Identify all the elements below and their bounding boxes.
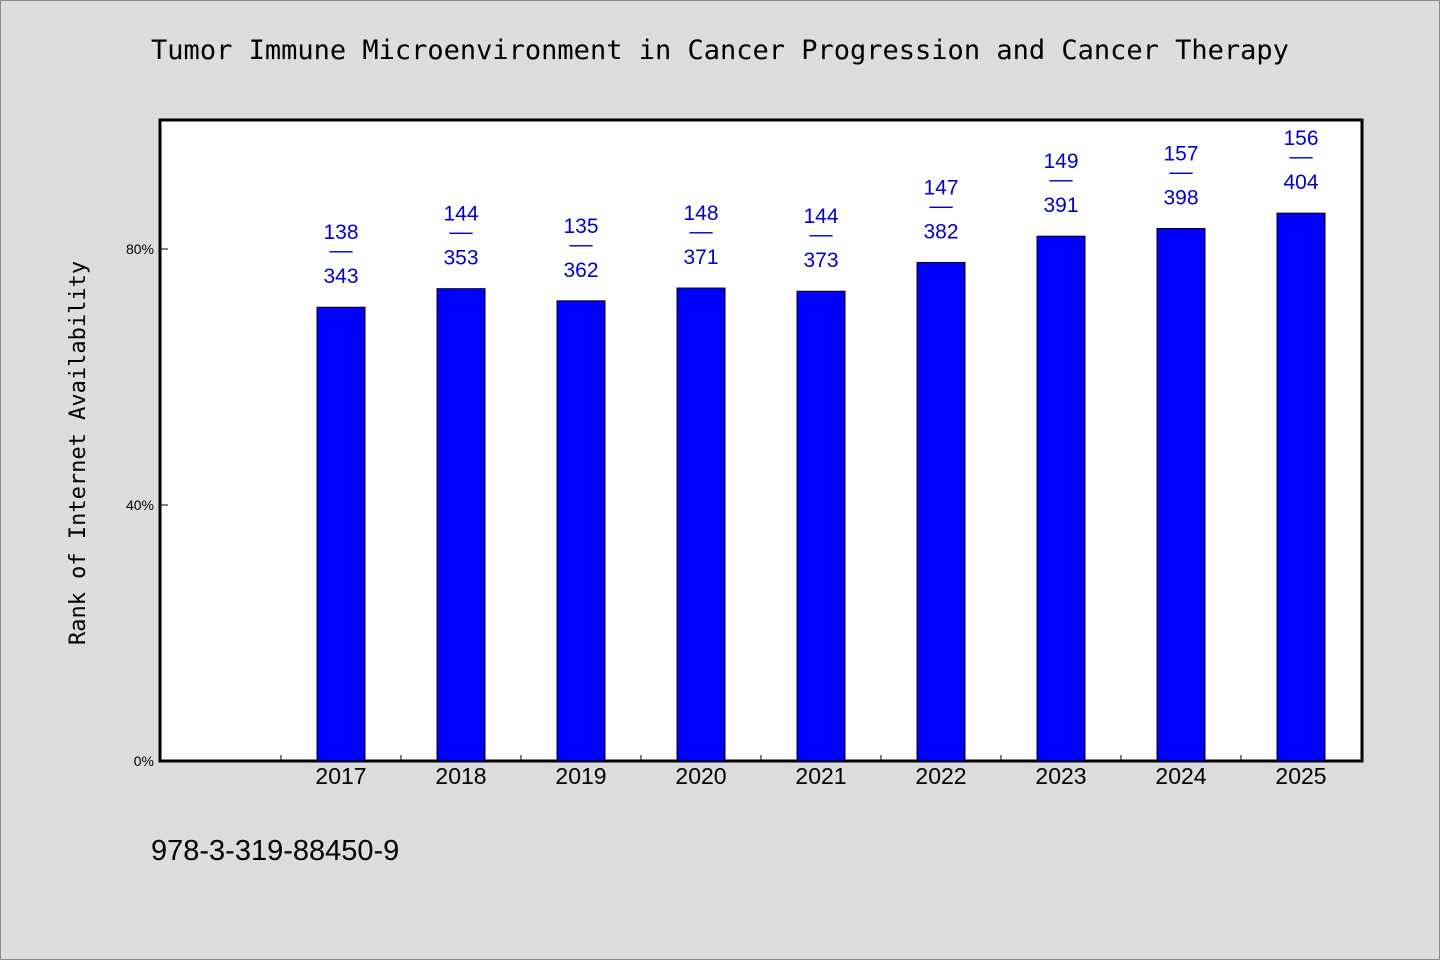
x-tick-label: 2024 [1155,763,1206,789]
data-label-bottom: 373 [803,249,838,272]
data-label-separator: –– [1049,168,1073,191]
x-tick-label: 2021 [795,763,846,789]
y-tick-label: 0% [134,753,154,769]
data-label-top: 157 [1163,143,1198,166]
data-label-bottom: 371 [683,246,718,269]
x-tick-label: 2023 [1035,763,1086,789]
data-label-separator: –– [1289,145,1313,168]
data-label-separator: –– [809,223,833,246]
data-label-top: 135 [563,215,598,238]
x-tick-label: 2018 [435,763,486,789]
bar-2022 [916,261,966,762]
data-label-separator: –– [689,220,713,243]
bars: 138––343144––353135––362148––371144––373… [316,127,1326,762]
data-label-top: 148 [683,202,718,225]
data-label-bottom: 353 [443,247,478,270]
data-label-separator: –– [449,221,473,244]
bar-2021 [796,290,846,762]
x-tick-label: 2025 [1275,763,1326,789]
x-tick-label: 2020 [675,763,726,789]
data-label-separator: –– [1169,161,1193,184]
data-label-bottom: 362 [563,259,598,282]
data-label-top: 149 [1043,150,1078,173]
data-label-bottom: 343 [323,265,358,288]
bar-2020 [676,287,726,762]
x-tick-label: 2022 [915,763,966,789]
y-axis-label: Rank of Internet Availability [66,261,91,645]
data-label-separator: –– [329,239,353,262]
bar-2017 [316,306,366,762]
data-label-bottom: 382 [923,220,958,243]
data-label-top: 144 [803,205,838,228]
data-label-separator: –– [569,233,593,256]
y-tick-label: 40% [126,497,154,513]
isbn-footer: 978-3-319-88450-9 [151,835,400,867]
bar-2025 [1276,212,1326,762]
bar-2019 [556,300,606,762]
data-label-separator: –– [929,194,953,217]
data-label-bottom: 391 [1043,194,1078,217]
bar-2023 [1036,235,1086,762]
data-label-top: 147 [923,176,958,199]
data-label-top: 156 [1283,127,1318,150]
data-label-top: 138 [323,221,358,244]
x-tick-label: 2019 [555,763,606,789]
axis-ticks: 2017 2018 2019 2020 2021 2022 2023 2024 2025 0% 40… [126,241,1362,789]
bar-2024 [1156,228,1206,762]
y-tick-label: 80% [126,241,154,257]
data-label-bottom: 404 [1283,171,1318,194]
chart-title: Tumor Immune Microenvironment in Cancer … [151,35,1289,66]
x-tick-label: 2017 [315,763,366,789]
bar-2018 [436,288,486,762]
data-label-bottom: 398 [1163,187,1198,210]
data-label-top: 144 [443,203,478,226]
